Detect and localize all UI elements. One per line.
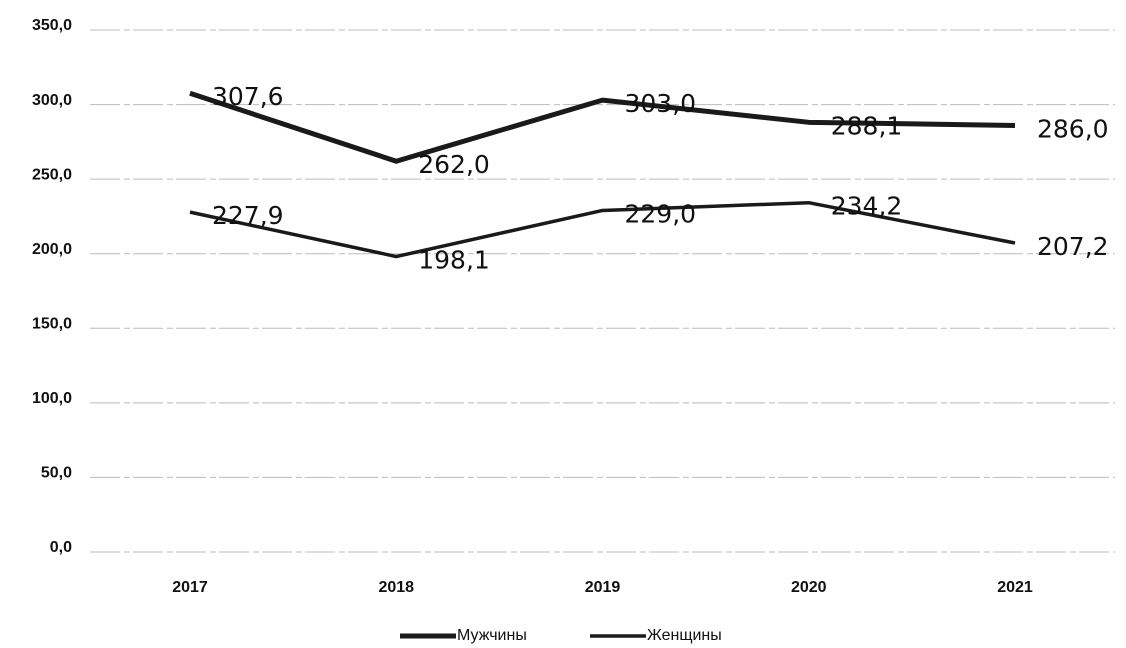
- data-label: 303,0: [625, 89, 697, 118]
- data-label: 229,0: [625, 199, 697, 228]
- legend-label: Женщины: [647, 627, 722, 644]
- y-tick-label: 150,0: [32, 316, 72, 333]
- data-label: 288,1: [831, 111, 903, 140]
- x-tick-label: 2018: [378, 579, 414, 596]
- series-line: [189, 90, 1016, 164]
- x-tick-label: 2019: [585, 579, 621, 596]
- data-label: 262,0: [418, 150, 490, 179]
- legend-label: Мужчины: [457, 627, 527, 644]
- y-tick-label: 250,0: [32, 166, 72, 183]
- x-tick-label: 2017: [172, 579, 208, 596]
- y-tick-label: 0,0: [50, 539, 72, 556]
- x-tick-label: 2021: [997, 579, 1033, 596]
- y-tick-label: 100,0: [32, 390, 72, 407]
- data-label: 307,6: [212, 82, 284, 111]
- y-tick-label: 300,0: [32, 92, 72, 109]
- data-label: 234,2: [831, 192, 903, 221]
- x-tick-label: 2020: [791, 579, 827, 596]
- series-line: [189, 200, 1016, 259]
- y-tick-label: 200,0: [32, 241, 72, 258]
- y-tick-label: 50,0: [41, 465, 72, 482]
- y-tick-label: 350,0: [32, 17, 72, 34]
- data-label: 207,2: [1037, 232, 1109, 261]
- data-label: 227,9: [212, 201, 284, 230]
- data-label: 198,1: [418, 246, 490, 275]
- data-label: 286,0: [1037, 114, 1109, 143]
